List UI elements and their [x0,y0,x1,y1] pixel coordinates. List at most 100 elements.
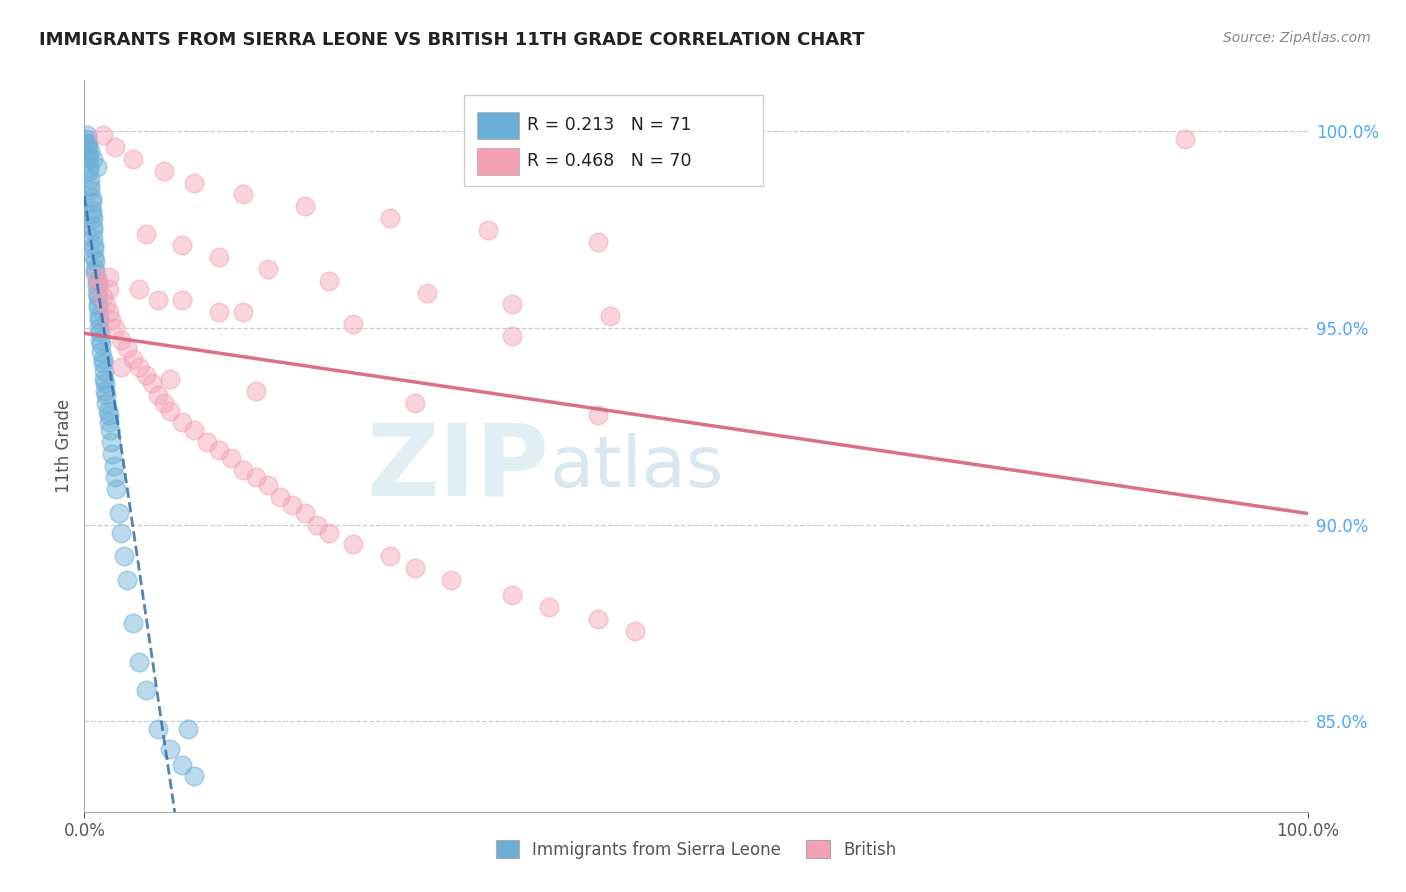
Point [82,219,104,233]
Point [128,360,150,375]
Point [294,199,316,213]
Point [257,478,280,492]
Point [110,525,132,540]
Point [110,360,132,375]
Point [281,498,304,512]
Point [94,384,117,398]
Point [208,250,231,264]
Point [135,368,157,383]
Point [122,615,145,630]
Point [502,589,524,603]
Point [83,250,105,264]
Point [82,230,104,244]
Point [75,132,97,146]
Point [94,376,117,390]
Point [87,277,110,292]
Point [115,341,138,355]
Point [76,136,98,151]
Point [380,549,402,563]
Point [77,136,100,151]
Point [305,517,328,532]
Point [77,163,100,178]
Point [86,285,108,300]
Point [159,741,181,756]
Point [90,344,112,359]
Point [90,336,112,351]
Point [82,211,104,225]
Point [91,352,114,367]
Point [122,152,145,166]
Point [342,317,364,331]
Point [93,372,115,386]
Point [135,227,157,241]
Point [83,243,105,257]
Point [91,289,114,303]
Point [380,211,402,225]
Point [153,163,176,178]
Point [77,140,100,154]
Point [100,313,122,327]
Point [128,655,150,669]
Point [318,274,340,288]
Point [208,442,231,457]
Text: R = 0.468   N = 70: R = 0.468 N = 70 [527,152,692,169]
Point [195,435,218,450]
Point [96,388,118,402]
Point [404,561,426,575]
Point [84,262,107,277]
Point [97,305,120,319]
Point [84,266,107,280]
Point [97,408,120,422]
Y-axis label: 11th Grade: 11th Grade [55,399,73,493]
Point [91,356,114,370]
Point [101,447,124,461]
Point [172,293,194,308]
Point [89,325,111,339]
Point [110,333,132,347]
Point [146,388,169,402]
Text: R = 0.213   N = 71: R = 0.213 N = 71 [527,116,692,134]
Point [80,191,103,205]
Point [84,254,107,268]
FancyBboxPatch shape [464,95,763,186]
Point [87,289,110,303]
Point [83,238,105,252]
Point [82,223,104,237]
Point [80,207,103,221]
Text: atlas: atlas [550,434,724,502]
Point [97,403,120,417]
Point [440,573,463,587]
Point [100,435,122,450]
Point [89,333,111,347]
Point [93,364,115,378]
Point [79,183,101,197]
Point [586,235,609,249]
FancyBboxPatch shape [477,112,519,139]
Point [115,573,138,587]
Point [1174,132,1197,146]
Point [79,171,101,186]
FancyBboxPatch shape [477,147,519,175]
Point [538,600,561,615]
Point [80,202,103,217]
Point [232,305,254,319]
Point [219,450,242,465]
Point [232,187,254,202]
Point [77,148,100,162]
Point [172,416,194,430]
Point [122,352,145,367]
Point [502,329,524,343]
Point [82,152,104,166]
Point [86,160,108,174]
Point [146,722,169,736]
Point [87,301,110,316]
Point [586,612,609,626]
Point [107,506,129,520]
Point [86,274,108,288]
Point [232,462,254,476]
Point [245,384,267,398]
Point [97,269,120,284]
Point [502,297,524,311]
Point [87,310,110,324]
Point [404,396,426,410]
